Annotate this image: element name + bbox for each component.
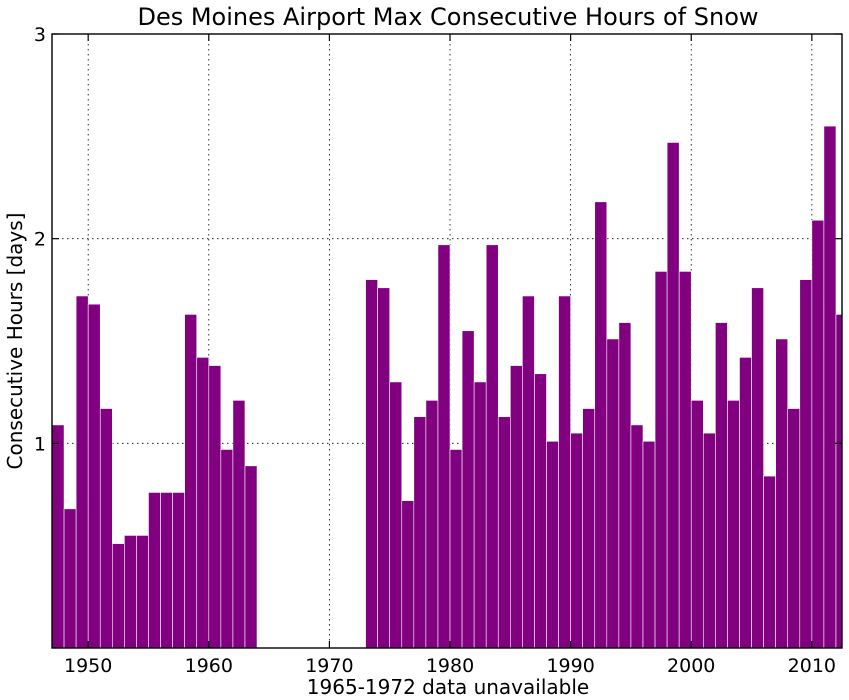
- bar: [112, 543, 125, 649]
- bar: [582, 408, 596, 649]
- x-tick-label: 1970: [305, 655, 353, 677]
- bar: [678, 271, 692, 649]
- bar: [570, 432, 583, 649]
- bar: [546, 440, 559, 649]
- bars-layer: [51, 125, 843, 649]
- bar: [184, 314, 198, 649]
- bar: [763, 475, 776, 649]
- bar: [558, 295, 571, 649]
- x-tick-label: 1960: [185, 655, 233, 677]
- bar: [244, 465, 258, 649]
- x-axis-label: 1965-1972 data unavailable: [307, 675, 589, 699]
- bar: [232, 400, 246, 649]
- bar: [739, 357, 752, 649]
- bar: [534, 373, 547, 649]
- bar: [148, 492, 161, 649]
- bar: [220, 449, 234, 649]
- bar: [87, 303, 101, 649]
- bar: [702, 432, 716, 649]
- bar: [594, 201, 608, 649]
- bar: [172, 492, 185, 649]
- bar: [606, 338, 620, 649]
- bar: [51, 424, 65, 649]
- bar: [160, 492, 173, 649]
- bar: [835, 314, 843, 649]
- bar: [196, 357, 210, 649]
- bar: [377, 287, 391, 649]
- bar: [799, 279, 813, 649]
- x-tick-label: 1950: [64, 655, 112, 677]
- bar: [136, 535, 149, 649]
- bar: [630, 424, 644, 649]
- bar: [473, 381, 487, 649]
- y-tick-label: 3: [34, 24, 46, 46]
- bar: [727, 400, 740, 649]
- y-tick-label: 2: [34, 229, 46, 251]
- bar: [389, 381, 403, 649]
- bar: [618, 322, 632, 649]
- bar: [437, 244, 451, 649]
- bar: [642, 440, 656, 649]
- bar: [99, 408, 113, 649]
- bar: [75, 295, 89, 649]
- x-tick-label: 2010: [788, 655, 836, 677]
- bar: [497, 416, 511, 649]
- x-tick-label: 2000: [667, 655, 715, 677]
- y-tick-label: 1: [34, 433, 46, 455]
- ticks-layer: 1950 1960 1970 1980 1990 2000 2010 1 2 3: [34, 24, 842, 677]
- bar: [811, 219, 825, 649]
- bar: [425, 400, 439, 649]
- bar: [690, 400, 704, 649]
- bar: [124, 535, 137, 649]
- bar: [365, 279, 378, 649]
- bar: [449, 449, 463, 649]
- bar: [63, 508, 77, 649]
- x-tick-label: 1980: [426, 655, 474, 677]
- bar: [510, 365, 523, 649]
- bar: [666, 142, 680, 649]
- bar: [654, 271, 668, 649]
- x-tick-label: 1990: [546, 655, 594, 677]
- bar: [715, 322, 728, 649]
- y-axis-label: Consecutive Hours [days]: [3, 213, 27, 470]
- bar: [823, 125, 837, 649]
- plot-frame: [51, 33, 843, 649]
- bar: [401, 500, 415, 649]
- bar: [522, 295, 535, 649]
- bar: [461, 330, 475, 649]
- bar: [787, 408, 801, 649]
- chart-title: Des Moines Airport Max Consecutive Hours…: [137, 3, 758, 31]
- bar: [775, 338, 789, 649]
- bar: [485, 244, 499, 649]
- bar: [413, 416, 427, 649]
- bar: [751, 287, 764, 649]
- bar: [208, 365, 222, 649]
